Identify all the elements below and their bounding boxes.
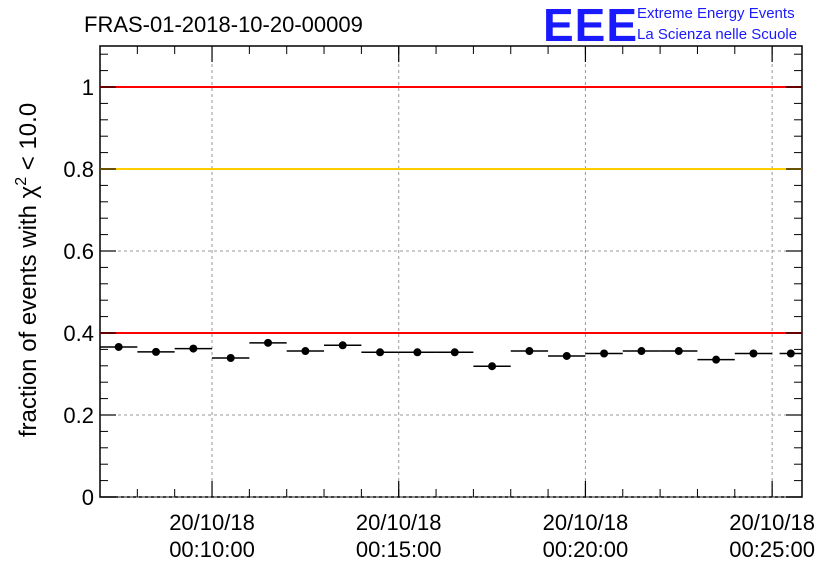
data-point bbox=[376, 348, 385, 357]
reference-lines bbox=[100, 86, 802, 334]
y-tick-label: 1 bbox=[82, 75, 94, 100]
data-point bbox=[749, 349, 758, 358]
data-point bbox=[786, 349, 795, 358]
data-point bbox=[413, 348, 422, 357]
x-tick-label-time: 00:15:00 bbox=[356, 537, 442, 562]
data-point bbox=[712, 355, 721, 364]
axes: 00.20.40.60.8120/10/1800:10:0020/10/1800… bbox=[63, 46, 815, 562]
data-point bbox=[600, 349, 609, 358]
logo-line-2: La Scienza nelle Scuole bbox=[637, 26, 797, 43]
y-tick-label: 0.2 bbox=[63, 403, 94, 428]
data-point bbox=[450, 348, 459, 357]
data-point bbox=[226, 354, 235, 363]
data-marks bbox=[100, 338, 802, 371]
plot-frame bbox=[99, 45, 803, 498]
data-point bbox=[338, 341, 347, 350]
x-tick-label-time: 00:25:00 bbox=[729, 537, 815, 562]
data-point bbox=[152, 347, 161, 356]
logo-line-1: Extreme Energy Events bbox=[637, 5, 795, 22]
grid bbox=[100, 46, 802, 498]
y-tick-label: 0 bbox=[82, 485, 94, 510]
y-axis-label-sup: 2 bbox=[13, 177, 30, 186]
y-tick-label: 0.6 bbox=[63, 239, 94, 264]
x-tick-label-date: 20/10/18 bbox=[169, 510, 255, 535]
y-axis-label: fraction of events with χ2 < 10.0 bbox=[13, 103, 42, 437]
data-point bbox=[562, 351, 571, 360]
data-point bbox=[264, 338, 273, 347]
eee-logo-mark: EEE bbox=[543, 0, 638, 51]
x-tick-label-date: 20/10/18 bbox=[729, 510, 815, 535]
y-axis-label-main: fraction of events with χ bbox=[15, 185, 42, 437]
data-point bbox=[301, 347, 310, 356]
x-tick-label-date: 20/10/18 bbox=[356, 510, 442, 535]
data-point bbox=[114, 342, 123, 351]
x-tick-label-time: 00:10:00 bbox=[169, 537, 255, 562]
data-point bbox=[674, 347, 683, 356]
y-tick-label: 0.4 bbox=[63, 321, 94, 346]
y-axis-label-tail: < 10.0 bbox=[15, 103, 42, 177]
x-tick-label-date: 20/10/18 bbox=[543, 510, 629, 535]
data-point bbox=[189, 344, 198, 353]
data-point bbox=[637, 347, 646, 356]
svg-text:fraction of events with χ2 < 1: fraction of events with χ2 < 10.0 bbox=[13, 103, 42, 437]
y-tick-label: 0.8 bbox=[63, 157, 94, 182]
data-point bbox=[525, 347, 534, 356]
data-point bbox=[488, 362, 497, 371]
chart-title: FRAS-01-2018-10-20-00009 bbox=[84, 12, 363, 37]
x-tick-label-time: 00:20:00 bbox=[543, 537, 629, 562]
